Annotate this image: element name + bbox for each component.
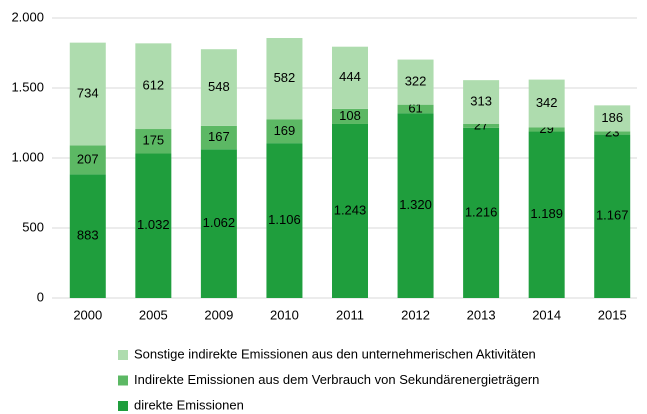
data-label: 207	[77, 151, 99, 166]
bar-segment	[135, 153, 172, 298]
data-label: 1.216	[465, 204, 498, 219]
y-tick-label: 1.500	[11, 79, 44, 94]
data-label: 734	[77, 85, 99, 100]
bar-segment	[528, 127, 565, 132]
bar-segment	[463, 80, 500, 124]
data-label: 108	[339, 108, 361, 123]
x-tick-label: 2000	[73, 307, 102, 322]
y-tick-label: 1.000	[11, 149, 44, 164]
data-label: 1.062	[203, 215, 236, 230]
y-tick-label: 500	[22, 219, 44, 234]
bar-segment	[69, 145, 106, 175]
legend-label: Indirekte Emissionen aus dem Verbrauch v…	[134, 372, 539, 387]
bar-segment	[528, 131, 565, 298]
legend-swatch	[118, 401, 128, 411]
bar-segment	[266, 119, 303, 144]
x-tick-label: 2013	[467, 307, 496, 322]
data-label: 175	[142, 133, 164, 148]
legend-label: direkte Emissionen	[134, 397, 244, 412]
data-label: 1.106	[268, 212, 301, 227]
bar-segment	[332, 123, 368, 298]
data-label: 883	[77, 228, 99, 243]
bar-segment	[594, 105, 631, 132]
bar-segment	[594, 131, 631, 135]
bar-segment	[135, 129, 172, 154]
data-label: 313	[470, 94, 492, 109]
bar-segment	[397, 59, 434, 105]
bar-segment	[397, 113, 434, 298]
bar-segment	[463, 127, 500, 298]
bar-segment	[463, 123, 500, 128]
data-label: 1.243	[334, 202, 367, 217]
data-label: 612	[142, 78, 164, 93]
data-label: 1.032	[137, 217, 170, 232]
bar-segment	[69, 174, 106, 298]
legend-label: Sonstige indirekte Emissionen aus den un…	[134, 346, 536, 361]
data-label: 169	[274, 123, 296, 138]
y-tick-label: 0	[37, 289, 44, 304]
data-label: 1.189	[530, 206, 563, 221]
bar-segment	[528, 79, 565, 128]
bar-segment	[200, 149, 237, 298]
legend-swatch	[118, 350, 128, 360]
x-tick-label: 2005	[139, 307, 168, 322]
x-tick-label: 2009	[204, 307, 233, 322]
bar-segment	[266, 143, 303, 298]
bar-segment	[594, 134, 631, 298]
data-label: 1.167	[596, 208, 629, 223]
legend-swatch	[118, 375, 128, 386]
data-label: 548	[208, 79, 230, 94]
bar-segment	[69, 42, 106, 146]
y-tick-label: 2.000	[11, 9, 44, 24]
x-tick-label: 2014	[532, 307, 561, 322]
x-tick-label: 2012	[401, 307, 430, 322]
bar-segment	[135, 43, 172, 130]
bar-segment	[397, 104, 434, 114]
bar-segment	[332, 108, 368, 124]
bar-segment	[200, 125, 237, 150]
x-tick-label: 2015	[598, 307, 627, 322]
x-tick-label: 2010	[270, 307, 299, 322]
data-label: 582	[274, 70, 296, 85]
data-label: 322	[405, 74, 427, 89]
data-label: 167	[208, 129, 230, 144]
bar-segment	[200, 49, 237, 126]
bar-segment	[332, 46, 368, 109]
data-label: 342	[536, 95, 558, 110]
data-label: 444	[339, 69, 361, 84]
bar-segment	[266, 38, 303, 120]
data-label: 186	[601, 110, 623, 125]
x-tick-label: 2011	[336, 307, 364, 322]
data-label: 1.320	[399, 197, 432, 212]
